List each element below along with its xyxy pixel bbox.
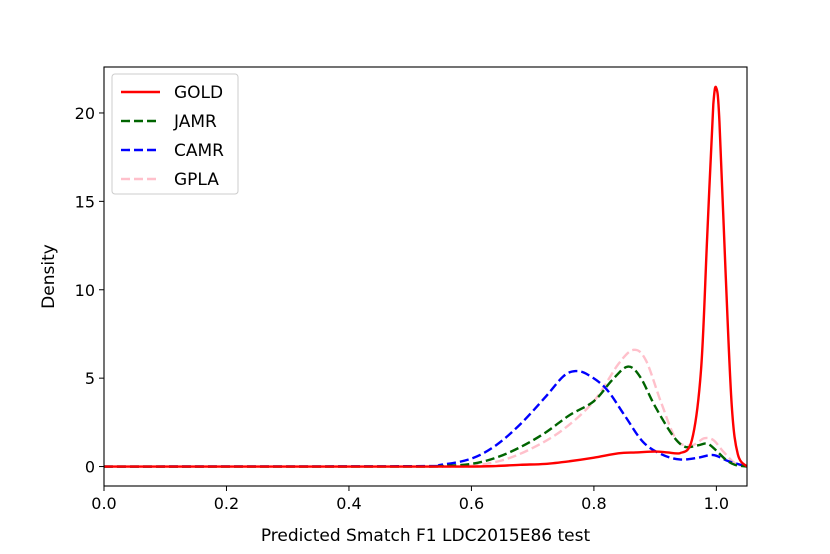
plot-frame bbox=[103, 66, 748, 487]
y-axis-ticks: 0 5 10 15 20 bbox=[75, 104, 104, 477]
x-tick-label: 0.0 bbox=[91, 494, 116, 513]
y-tick-label: 15 bbox=[75, 192, 95, 211]
legend-label-camr: CAMR bbox=[174, 141, 224, 161]
x-axis-label: Predicted Smatch F1 LDC2015E86 test bbox=[261, 526, 591, 546]
y-tick-label: 0 bbox=[85, 458, 95, 477]
y-tick-label: 20 bbox=[75, 104, 95, 123]
x-axis-ticks: 0.0 0.2 0.4 0.6 0.8 1.0 bbox=[91, 486, 729, 513]
x-tick-label: 0.4 bbox=[336, 494, 361, 513]
x-tick-label: 0.2 bbox=[214, 494, 239, 513]
y-tick-label: 10 bbox=[75, 281, 95, 300]
legend-label-jamr: JAMR bbox=[173, 112, 217, 132]
series-line-gold bbox=[104, 85, 747, 468]
series-line-jamr bbox=[104, 365, 747, 468]
legend: GOLD JAMR CAMR GPLA bbox=[111, 73, 239, 195]
x-tick-label: 0.8 bbox=[581, 494, 606, 513]
y-tick-label: 5 bbox=[85, 369, 95, 388]
x-tick-label: 1.0 bbox=[704, 494, 729, 513]
series-layer bbox=[104, 85, 747, 468]
legend-label-gpla: GPLA bbox=[174, 170, 219, 190]
x-tick-label: 0.6 bbox=[459, 494, 484, 513]
legend-box bbox=[111, 73, 239, 195]
y-axis-label: Density bbox=[39, 244, 59, 309]
series-line-camr bbox=[104, 369, 747, 468]
legend-label-gold: GOLD bbox=[174, 83, 223, 103]
